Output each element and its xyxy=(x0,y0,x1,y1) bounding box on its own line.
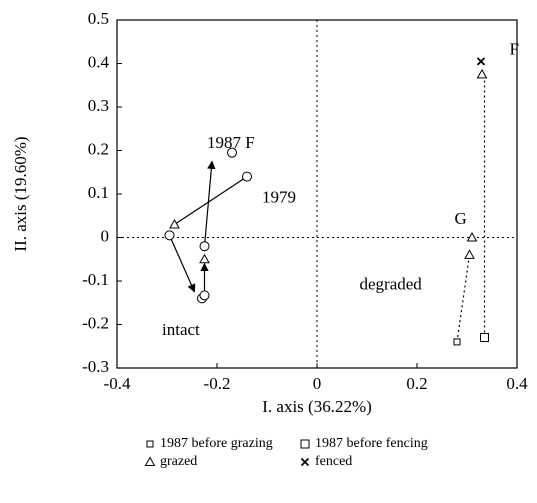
point xyxy=(476,68,488,79)
point xyxy=(199,253,210,264)
y-tick-label: 0.5 xyxy=(88,9,109,28)
point xyxy=(227,147,237,158)
legend-label: grazed xyxy=(160,454,197,469)
point xyxy=(169,218,180,229)
y-tick-label: 0.2 xyxy=(88,139,109,158)
y-tick-label: -0.1 xyxy=(82,270,109,289)
legend-label: 1987 before grazing xyxy=(160,436,273,451)
connector xyxy=(174,176,248,225)
legend-marker xyxy=(300,457,310,467)
x-tick-label: 0.4 xyxy=(506,374,528,393)
point xyxy=(464,249,475,259)
annotation: 1979 xyxy=(262,187,296,206)
connector xyxy=(203,160,216,247)
y-axis-label: II. axis (19.60%) xyxy=(11,136,30,251)
point xyxy=(199,241,210,252)
y-tick-label: 0.3 xyxy=(88,96,109,115)
x-tick-label: -0.4 xyxy=(104,374,131,393)
y-tick-label: -0.3 xyxy=(82,357,109,376)
legend-label: 1987 before fencing xyxy=(315,436,428,451)
point xyxy=(453,338,461,346)
legend-marker xyxy=(144,456,156,466)
x-axis-label: I. axis (36.22%) xyxy=(262,397,372,416)
annotation: G xyxy=(455,209,467,228)
point xyxy=(466,231,478,242)
point xyxy=(242,171,252,182)
legend-marker xyxy=(300,439,310,449)
y-tick-label: 0.4 xyxy=(88,52,110,71)
point xyxy=(480,333,489,343)
y-tick-label: 0.1 xyxy=(88,183,109,202)
connector xyxy=(456,254,471,342)
annotation: 1987 F xyxy=(207,133,255,152)
y-tick-label: 0 xyxy=(101,226,110,245)
point xyxy=(164,230,175,241)
y-tick-label: -0.2 xyxy=(82,313,109,332)
x-tick-label: 0.2 xyxy=(406,374,427,393)
point xyxy=(476,57,486,66)
annotation: intact xyxy=(162,320,200,339)
connector xyxy=(168,235,196,293)
x-tick-label: 0 xyxy=(313,374,322,393)
annotation: degraded xyxy=(360,274,423,293)
x-tick-label: -0.2 xyxy=(204,374,231,393)
legend-marker xyxy=(146,440,154,448)
point xyxy=(199,290,210,301)
annotation: F xyxy=(510,39,519,58)
legend-label: fenced xyxy=(315,454,352,469)
